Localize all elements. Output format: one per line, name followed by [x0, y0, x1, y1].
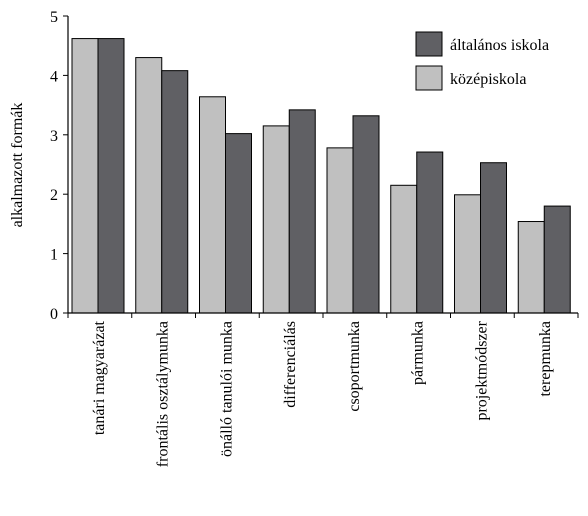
legend: általános iskola középiskola [415, 31, 549, 91]
x-tick-label: differenciálás [282, 321, 299, 408]
bar-kozepiskola [71, 38, 99, 314]
y-tick-label: 4 [50, 68, 58, 85]
bar-altalanos-iskola [97, 38, 125, 314]
y-tick-label: 0 [50, 306, 58, 323]
y-axis-title: alkalmazott formák [9, 103, 26, 228]
x-tick-label: frontális osztálymunka [155, 321, 172, 467]
bar-altalanos-iskola [161, 70, 189, 314]
bar-kozepiskola [326, 147, 354, 314]
bar-altalanos-iskola [480, 162, 507, 314]
legend-label: általános iskola [450, 37, 549, 54]
x-tick-label: tanári magyarázat [91, 320, 108, 435]
plot-area: 0 1 2 3 4 5 tanári magyarázat frontális osztály… [50, 9, 579, 467]
x-tick-label: pármunka [410, 321, 427, 385]
x-tick-label: projektmódszer [473, 320, 490, 420]
legend-swatch [415, 65, 443, 91]
x-tick-label: önálló tanulói munka [218, 321, 235, 457]
y-tick-label: 2 [50, 187, 58, 204]
bar-kozepiskola [135, 57, 163, 314]
bar-altalanos-iskola [288, 109, 316, 314]
bar-altalanos-iskola [352, 115, 380, 314]
bar-kozepiskola [199, 96, 226, 314]
x-tick-label: csoportmunka [346, 321, 363, 412]
bar-kozepiskola [262, 125, 290, 314]
bar-altalanos-iskola [225, 133, 252, 314]
y-tick-label: 1 [50, 247, 58, 264]
legend-label: középiskola [450, 71, 526, 88]
bar-altalanos-iskola [543, 205, 571, 314]
y-tick-label: 5 [50, 9, 58, 26]
bar-kozepiskola [390, 184, 418, 314]
x-tick-label: terepmunka [537, 321, 554, 397]
bar-altalanos-iskola [416, 151, 444, 314]
bar-kozepiskola [454, 194, 481, 314]
y-tick-label: 3 [50, 128, 58, 145]
bar-kozepiskola [517, 221, 545, 314]
legend-swatch [415, 31, 443, 57]
